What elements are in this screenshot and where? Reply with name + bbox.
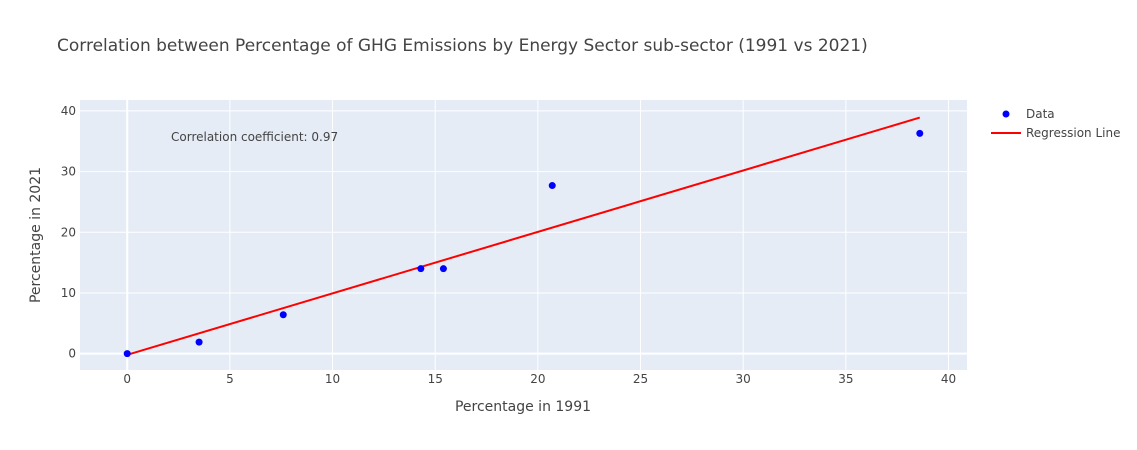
x-tick-label: 5 [226, 372, 234, 386]
x-tick-label: 20 [530, 372, 545, 386]
data-point[interactable] [123, 350, 131, 358]
legend-regression-label: Regression Line [1026, 126, 1120, 140]
data-point[interactable] [195, 338, 203, 346]
legend-data-label: Data [1026, 107, 1055, 121]
y-tick-label: 40 [61, 104, 76, 118]
legend-data-marker [1002, 110, 1010, 118]
grid-lines [80, 100, 967, 370]
data-point[interactable] [916, 129, 924, 137]
x-tick-label: 40 [941, 372, 956, 386]
y-tick-label: 10 [61, 286, 76, 300]
regression-line [126, 116, 921, 356]
x-tick-labels: 0 5 10 15 20 25 30 35 40 [123, 372, 956, 386]
series-layer [123, 116, 924, 358]
x-tick-label: 25 [633, 372, 648, 386]
y-tick-label: 30 [61, 165, 76, 179]
y-tick-labels: 0 10 20 30 40 [61, 104, 76, 361]
x-tick-label: 30 [736, 372, 751, 386]
data-point[interactable] [439, 265, 447, 273]
x-tick-label: 10 [325, 372, 340, 386]
chart-title: Correlation between Percentage of GHG Em… [57, 36, 868, 56]
y-tick-label: 0 [68, 347, 76, 361]
data-point[interactable] [548, 182, 556, 190]
legend-item-regression[interactable]: Regression Line [991, 126, 1120, 140]
x-axis-label: Percentage in 1991 [455, 399, 591, 415]
data-point[interactable] [279, 311, 287, 319]
x-tick-label: 0 [123, 372, 131, 386]
legend: Data Regression Line [991, 107, 1120, 140]
data-point[interactable] [417, 265, 425, 273]
y-tick-label: 20 [61, 225, 76, 239]
correlation-annotation: Correlation coefficient: 0.97 [171, 130, 338, 144]
legend-item-data[interactable]: Data [1002, 107, 1055, 121]
x-tick-label: 35 [838, 372, 853, 386]
y-axis-label: Percentage in 2021 [28, 167, 44, 303]
x-tick-label: 15 [428, 372, 443, 386]
